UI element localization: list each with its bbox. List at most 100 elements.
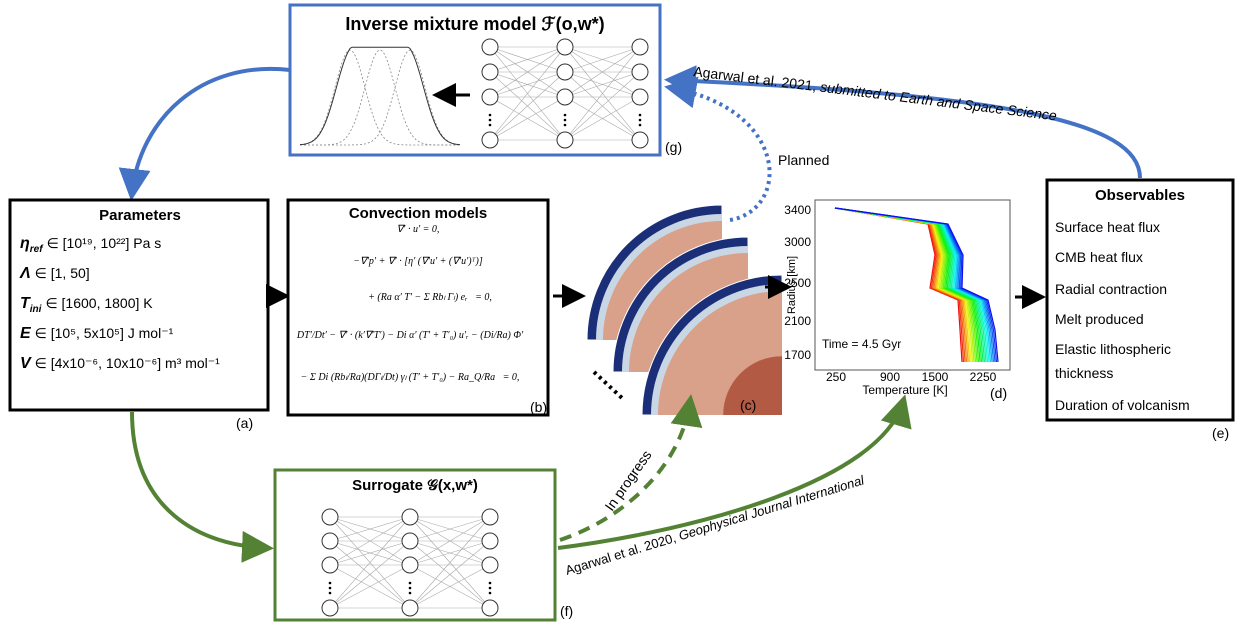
observable: Melt produced (1055, 311, 1144, 327)
dot (489, 119, 492, 122)
parameter-symbol: Λ (19, 265, 31, 282)
observable: Radial contraction (1055, 281, 1167, 297)
parameter-subscript: ini (30, 304, 42, 315)
node (322, 557, 338, 573)
parameter-range: ∈ [10⁵, 5x10⁵] J mol⁻¹ (35, 325, 174, 341)
node (482, 39, 498, 55)
panel-label: (g) (665, 139, 682, 155)
diagram: Inverse mixture model ℱ(o,w*) (g) Agarwa… (0, 0, 1242, 626)
parameter-symbol: η (20, 235, 30, 252)
convection-snapshots (587, 205, 782, 415)
x-tick-label: 900 (880, 370, 900, 384)
arrow (132, 69, 290, 193)
x-axis-label: Temperature [K] (862, 383, 947, 397)
dot (489, 124, 492, 127)
node (402, 600, 418, 616)
node (482, 132, 498, 148)
parameter-range: ∈ [10¹⁹, 10²²] Pa s (47, 235, 162, 251)
panel-label: (e) (1212, 425, 1229, 441)
plot-annotation: Time = 4.5 Gyr (822, 337, 901, 351)
panel-label: (f) (560, 603, 573, 619)
dot (639, 119, 642, 122)
dot (409, 592, 412, 595)
x-tick-label: 2250 (970, 370, 997, 384)
y-tick-label: 1700 (784, 348, 811, 362)
y-tick-label: 3400 (784, 203, 811, 217)
equation: ∇′ · u′ = 0, (397, 224, 440, 235)
parameter: E∈ [10⁵, 5x10⁵] J mol⁻¹ (20, 325, 174, 342)
citation-journal: submitted to Earth and Space Science (819, 79, 1058, 124)
y-tick-label: 2100 (784, 314, 811, 328)
dot (329, 592, 332, 595)
x-tick-label: 1500 (922, 370, 949, 384)
observable: Surface heat flux (1055, 219, 1160, 235)
dot (329, 587, 332, 590)
parameter: V∈ [4x10⁻⁶, 10x10⁻⁶] m³ mol⁻¹ (20, 355, 220, 372)
dot (564, 119, 567, 122)
node (557, 132, 573, 148)
node (632, 132, 648, 148)
equation: + (Ra α′ T′ − Σ Rbₗ Γₗ) eᵣ = 0, (368, 292, 492, 303)
node (482, 533, 498, 549)
inverse-title: Inverse mixture model ℱ(o,w*) (345, 14, 604, 34)
parameters-title: Parameters (99, 207, 181, 224)
dot (409, 582, 412, 585)
equation: DT′/Dt′ − ∇′ · (k′∇′T′) − Di α′ (T′ + T′… (296, 330, 524, 341)
observables-title: Observables (1095, 187, 1185, 204)
panel-label: (d) (990, 385, 1007, 401)
panel-label: (b) (530, 399, 547, 415)
citation-journal: Geophysical Journal International (677, 472, 867, 543)
node (482, 509, 498, 525)
observables-box (1047, 180, 1233, 420)
node (402, 509, 418, 525)
dot (564, 124, 567, 127)
in-progress-label: In progress (601, 447, 654, 514)
node (482, 557, 498, 573)
node (322, 509, 338, 525)
parameter-subscript: ref (30, 244, 44, 255)
dot (489, 582, 492, 585)
node (557, 89, 573, 105)
surrogate-title: Surrogate 𝒢(x,w*) (352, 477, 478, 494)
node (632, 89, 648, 105)
node (482, 89, 498, 105)
node (322, 600, 338, 616)
parameter-range: ∈ [4x10⁻⁶, 10x10⁻⁶] m³ mol⁻¹ (35, 355, 221, 371)
parameter-range: ∈ [1600, 1800] K (45, 295, 153, 311)
dot (489, 592, 492, 595)
y-tick-label: 3000 (784, 235, 811, 249)
node (482, 600, 498, 616)
parameter: Λ∈ [1, 50] (19, 265, 90, 282)
convection-title: Convection models (349, 205, 487, 222)
dot (564, 114, 567, 117)
dot (489, 114, 492, 117)
arrow (672, 88, 770, 220)
observable: Duration of volcanism (1055, 397, 1190, 413)
dot (639, 114, 642, 117)
node (402, 533, 418, 549)
dot (639, 124, 642, 127)
equation: − Σ Di (Rbₗ/Ra)(DΓₗ/Dt) γₗ (T′ + T′₀) − … (301, 372, 520, 383)
node (402, 557, 418, 573)
parameter-symbol: E (20, 325, 32, 342)
dot (489, 587, 492, 590)
dot (409, 587, 412, 590)
parameter-symbol: V (20, 355, 32, 372)
observable: CMB heat flux (1055, 249, 1143, 265)
panel-label: (c) (740, 397, 756, 413)
node (322, 533, 338, 549)
arrow (132, 412, 266, 548)
dots (594, 372, 622, 398)
planned-label: Planned (778, 152, 829, 168)
node (482, 64, 498, 80)
panel-label: (a) (236, 415, 253, 431)
node (632, 64, 648, 80)
parameter-range: ∈ [1, 50] (35, 265, 90, 281)
observable: Elastic lithospheric (1055, 341, 1171, 357)
equation: −∇′p′ + ∇′ · [η′ (∇′u′ + (∇′u′)ᵀ)] (353, 256, 483, 267)
observable: thickness (1055, 365, 1113, 381)
x-tick-label: 250 (826, 370, 846, 384)
dot (329, 582, 332, 585)
y-axis-label: Radius [km] (786, 256, 798, 314)
citation-authors: Agarwal et al. 2021, (693, 63, 822, 94)
